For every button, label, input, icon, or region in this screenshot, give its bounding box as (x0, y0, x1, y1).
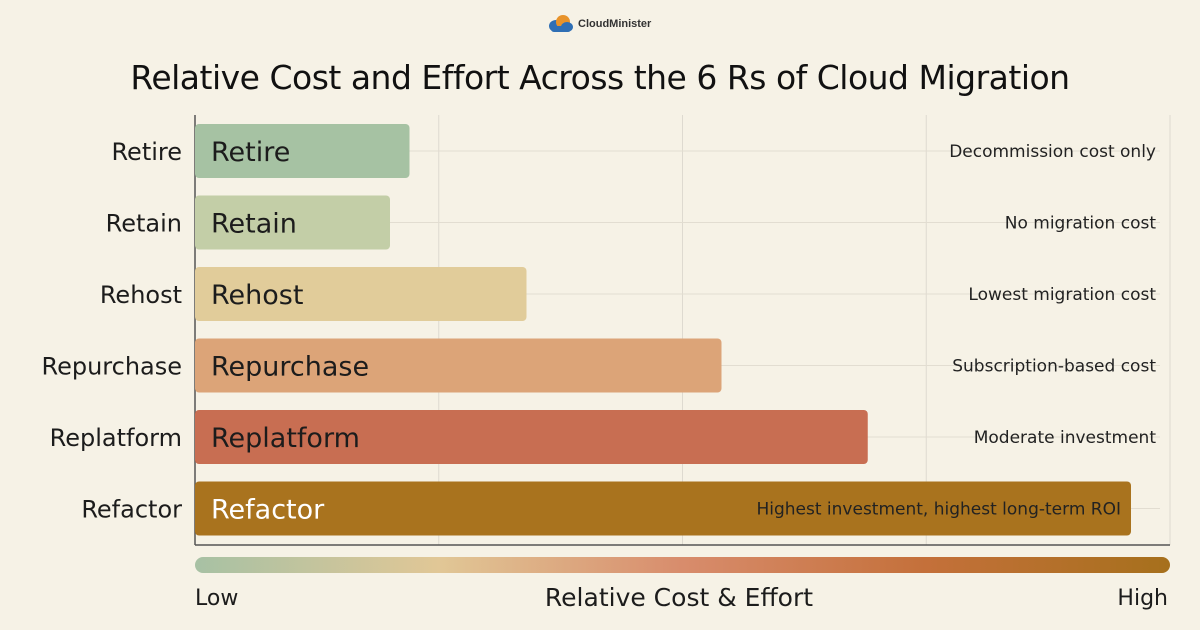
category-label: Rehost (100, 281, 182, 309)
category-label: Refactor (81, 496, 182, 524)
bar-annotation: Subscription-based cost (952, 357, 1156, 377)
bar-replatform (195, 410, 868, 464)
cloud-logo-icon (549, 15, 573, 32)
bar-label: Repurchase (211, 352, 369, 383)
bar-label: Refactor (211, 495, 325, 526)
chart-title: Relative Cost and Effort Across the 6 Rs… (130, 58, 1070, 98)
bar-label: Retire (211, 137, 290, 168)
bar-label: Replatform (211, 423, 360, 454)
category-label: Replatform (50, 424, 182, 452)
brand-name: CloudMinister (578, 18, 652, 30)
bar-annotation: Highest investment, highest long-term RO… (756, 500, 1121, 520)
x-axis-title: Relative Cost & Effort (545, 583, 813, 612)
scale-high-label: High (1117, 586, 1168, 611)
bar-retain (195, 195, 390, 250)
category-label: Repurchase (41, 353, 182, 381)
scale-low-label: Low (195, 586, 238, 611)
category-label: Retain (106, 210, 182, 238)
category-label: Retire (111, 138, 182, 166)
bar-annotation: Decommission cost only (949, 142, 1156, 162)
brand-logo: CloudMinister (548, 14, 651, 34)
bar-rehost (195, 267, 527, 321)
bar-repurchase (195, 338, 722, 393)
bar-annotation: No migration cost (1005, 214, 1157, 234)
bar-annotation: Lowest migration cost (968, 285, 1156, 305)
bar-label: Rehost (211, 280, 303, 311)
bar-label: Retain (211, 209, 297, 240)
bar-retire (195, 124, 410, 178)
bar-refactor (195, 481, 1131, 536)
bar-annotation: Moderate investment (974, 428, 1157, 448)
cost-scale-bar (195, 557, 1170, 573)
